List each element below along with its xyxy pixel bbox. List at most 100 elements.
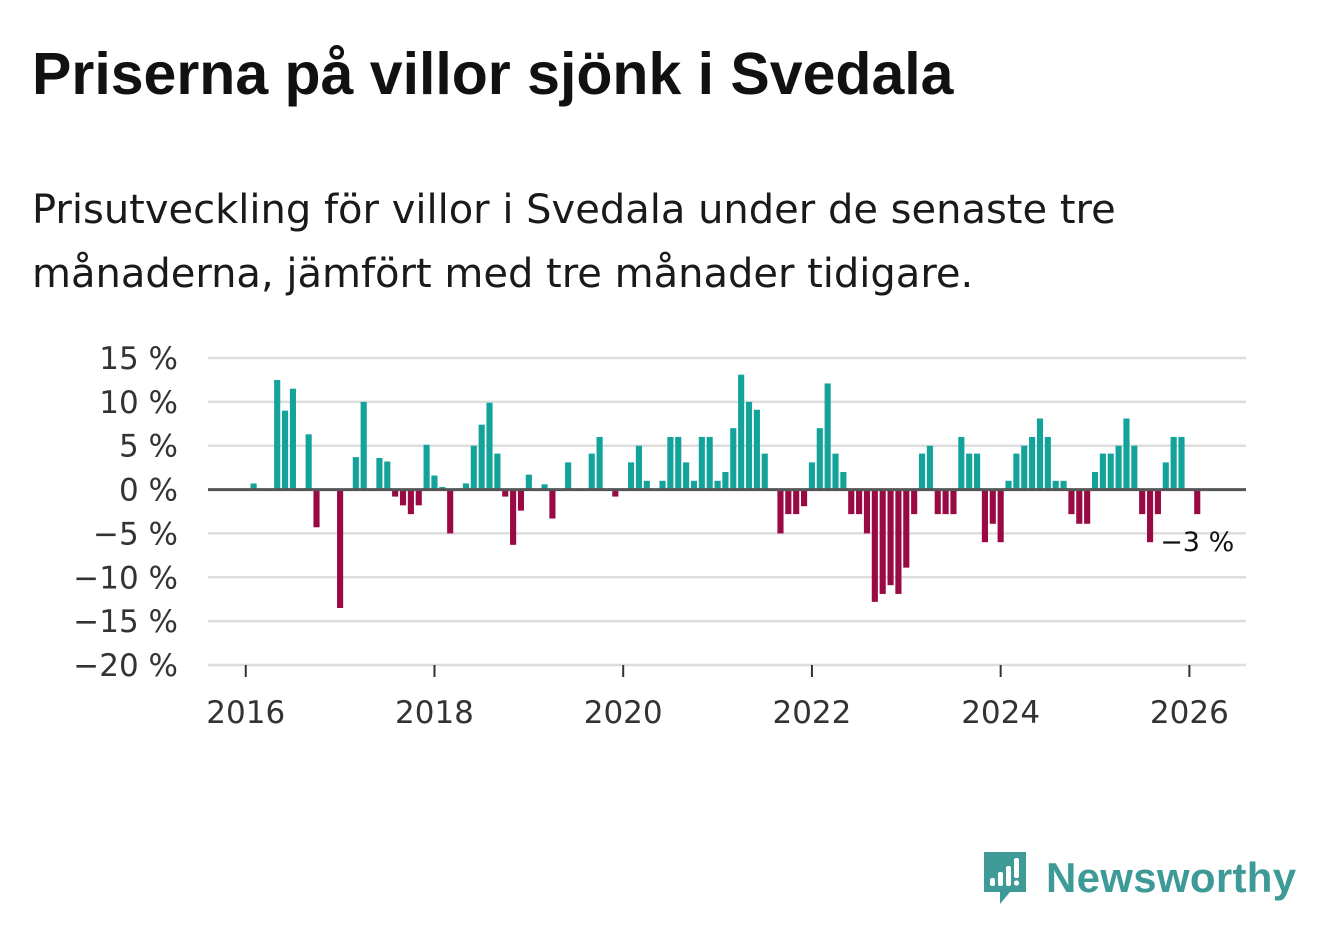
bar-negative [801, 489, 808, 507]
bar-negative [612, 489, 619, 497]
bar-positive [565, 462, 572, 490]
bar-positive [305, 434, 312, 490]
bar-negative [981, 489, 988, 543]
bar-positive [761, 453, 768, 490]
bar-positive [588, 453, 595, 490]
bar-negative [848, 489, 855, 515]
bar-positive [832, 453, 839, 490]
bar-positive [376, 457, 383, 490]
bar-positive [1036, 418, 1044, 490]
bar-negative [950, 489, 957, 515]
bar-positive [840, 472, 847, 490]
x-tick-label: 2024 [961, 695, 1040, 731]
y-tick-label: 0 % [119, 473, 178, 509]
x-tick-label: 2026 [1150, 695, 1229, 731]
bar-negative [934, 489, 941, 515]
bar-positive [926, 445, 933, 490]
bar-negative [871, 489, 878, 602]
bar-negative [777, 489, 784, 534]
newsworthy-logo-icon [984, 852, 1026, 904]
bar-positive [486, 402, 493, 490]
bar-positive [1131, 445, 1138, 490]
x-tick-label: 2022 [772, 695, 851, 731]
bar-positive [289, 388, 296, 490]
bar-positive [808, 462, 815, 490]
y-tick-label: 10 % [99, 385, 178, 421]
bar-negative [1139, 489, 1146, 515]
bar-negative [549, 489, 556, 519]
bar-negative [415, 489, 422, 506]
bar-negative [793, 489, 800, 515]
x-tick-label: 2020 [584, 695, 663, 731]
bar-positive [384, 461, 391, 490]
y-tick-label: −10 % [73, 560, 178, 596]
bar-positive [541, 484, 548, 490]
y-tick-label: 5 % [119, 429, 178, 465]
bar-positive [659, 480, 666, 490]
last-value-label: −3 % [1160, 527, 1234, 558]
bar-positive [352, 457, 359, 490]
bar-negative [1084, 489, 1091, 524]
bar-negative [502, 489, 509, 497]
bar-positive [958, 436, 965, 490]
brand-name: Newsworthy [1046, 854, 1297, 901]
chart-subtitle: Prisutveckling för villor i Svedala unde… [32, 187, 1116, 297]
bar-negative [879, 489, 886, 594]
bar-positive [730, 428, 737, 490]
bar-positive [974, 453, 981, 490]
x-tick-label: 2018 [395, 695, 474, 731]
bar-positive [1099, 453, 1106, 490]
bar-positive [494, 453, 501, 490]
bar-positive [360, 401, 367, 490]
bar-positive [738, 374, 745, 490]
bar-positive [628, 462, 635, 490]
gridlines [208, 356, 1246, 667]
bar-positive [1115, 445, 1122, 490]
bar-positive [635, 445, 642, 490]
bar-positive [1091, 472, 1099, 490]
bar-negative [337, 489, 344, 608]
bar-negative [399, 489, 407, 506]
bar-positive [753, 409, 760, 490]
bar-positive [1123, 418, 1130, 490]
bar-positive [1021, 445, 1028, 490]
bar-positive [1107, 453, 1114, 490]
bar-positive [966, 453, 973, 490]
bar-negative [1076, 489, 1083, 524]
chart-title: Priserna på villor sjönk i Svedala [32, 41, 954, 107]
bar-positive [1005, 480, 1012, 490]
tick-labels: 15 % 10 % 5 % 0 % −5 % −10 % −15 % −20 % 2016 201… [73, 341, 1229, 731]
bar-negative [447, 489, 454, 534]
bar-positive [643, 480, 650, 490]
bar-positive [706, 436, 713, 490]
bar-negative [407, 489, 414, 515]
bar-positive [525, 474, 532, 490]
bar-negative [313, 489, 320, 528]
y-tick-label: −20 % [73, 648, 178, 684]
bar-negative [942, 489, 949, 515]
bar-positive [250, 483, 257, 490]
bar-negative [1194, 489, 1201, 515]
annotations: −3 % [1160, 527, 1234, 558]
bar-negative [392, 489, 399, 497]
bar-negative [785, 489, 792, 515]
bar-positive [423, 444, 430, 490]
bar-positive [824, 383, 831, 490]
bar-positive [1044, 436, 1051, 490]
brand-logo: Newsworthy [980, 846, 1296, 910]
bar-positive [1052, 480, 1059, 490]
axes [208, 488, 1246, 677]
bar-positive [722, 472, 729, 490]
bar-positive [282, 410, 289, 490]
y-tick-label: −5 % [93, 516, 178, 552]
bar-positive [1060, 480, 1067, 490]
bar-negative [1147, 489, 1154, 543]
bar-negative [997, 489, 1004, 543]
bar-negative [911, 489, 918, 515]
bar-positive [690, 480, 698, 490]
y-tick-label: 15 % [99, 341, 178, 377]
bar-positive [667, 436, 674, 490]
bar-positive [745, 401, 753, 490]
bar-positive [1013, 453, 1020, 490]
y-tick-label: −15 % [73, 604, 178, 640]
